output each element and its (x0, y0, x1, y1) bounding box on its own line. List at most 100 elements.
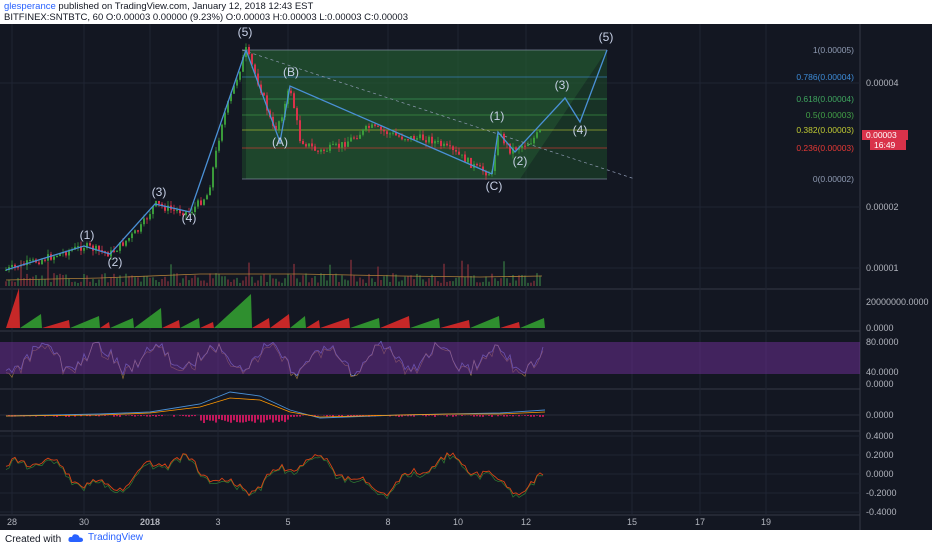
macd-histogram-bar (212, 415, 214, 421)
macd-histogram-bar (536, 415, 538, 416)
macd-histogram-bar (98, 415, 100, 417)
candle-body (518, 148, 520, 150)
macd-histogram-bar (185, 415, 187, 417)
volume-bar (539, 275, 541, 286)
volume-bar (344, 279, 346, 286)
volume-bar (134, 277, 136, 286)
candle-body (329, 144, 331, 151)
candle-body (410, 136, 412, 140)
candle-body (314, 146, 316, 151)
tradingview-brand[interactable]: TradingView (68, 532, 143, 543)
wave-label: (3) (555, 78, 570, 92)
volume-bar (311, 277, 313, 286)
volume-bar (512, 275, 514, 286)
trading-chart[interactable]: 28 30 2018 3 5 8 10 12 15 17 19 0.00004 0.00002 0.000… (0, 24, 932, 530)
candle-body (194, 206, 196, 213)
candle-body (230, 93, 232, 102)
candle-body (32, 259, 34, 261)
macd-histogram-bar (224, 415, 226, 421)
x-tick-label: 8 (385, 517, 390, 527)
candle-body (380, 126, 382, 130)
fib-level-label: 0.5(0.00003) (806, 110, 854, 120)
macd-histogram-bar (137, 415, 139, 416)
volume-bar (242, 280, 244, 286)
macd-histogram-bar (116, 415, 118, 417)
macd-histogram-bar (407, 415, 409, 417)
volume-bar (80, 281, 82, 286)
macd-histogram-bar (104, 415, 106, 416)
candle-body (521, 145, 523, 149)
fib-level-label: 1(0.00005) (813, 45, 854, 55)
candle-body (347, 141, 349, 147)
candle-body (86, 243, 88, 248)
volume-bar (527, 282, 529, 286)
candle-body (80, 246, 82, 251)
volume-bar (164, 276, 166, 286)
projected-wave-path (491, 49, 608, 175)
volume-bar (359, 277, 361, 286)
volume-bar (266, 281, 268, 286)
volume-oscillator-area (410, 318, 440, 328)
candle-body (140, 224, 142, 232)
volume-bar (116, 277, 118, 286)
candle-body (485, 171, 487, 176)
macd-histogram-bar (191, 415, 193, 417)
volume-bar (158, 282, 160, 286)
macd-histogram-bar (401, 415, 403, 417)
macd-histogram-bar (275, 415, 277, 421)
macd-histogram-bar (350, 415, 352, 417)
volume-bar (509, 282, 511, 286)
volume-bar (191, 278, 193, 286)
volume-bar (332, 274, 334, 286)
candle-body (350, 137, 352, 142)
candle-body (59, 253, 61, 256)
volume-bar (233, 279, 235, 286)
volume-oscillator-panel (6, 288, 545, 328)
candle-body (68, 250, 70, 256)
macd-histogram-bar (332, 415, 334, 417)
candle-body (344, 142, 346, 147)
volume-bar (215, 273, 217, 286)
candle-body (179, 209, 181, 214)
volume-bar (125, 273, 127, 286)
candle-body (353, 137, 355, 139)
author-link[interactable]: glesperance (4, 1, 56, 12)
volume-bar (491, 273, 493, 286)
macd-histogram-bar (500, 415, 502, 416)
macd-histogram-bar (65, 415, 67, 417)
candle-body (362, 129, 364, 135)
macd-histogram-bar (410, 415, 412, 417)
volume-bar (290, 274, 292, 286)
candle-body (413, 136, 415, 140)
volume-bar (335, 273, 337, 286)
volume-bar (140, 281, 142, 286)
macd-histogram-bar (284, 415, 286, 423)
macd-histogram-bar (230, 415, 232, 423)
volume-bar (14, 282, 16, 286)
candle-body (65, 252, 67, 256)
macd-histogram-bar (476, 415, 478, 417)
volume-bar (146, 276, 148, 286)
candle-body (137, 230, 139, 232)
candle-body (311, 143, 313, 147)
volume-oscillator-area (162, 320, 180, 328)
macd-histogram-bar (218, 415, 220, 420)
macd-histogram-bar (296, 415, 298, 417)
macd-histogram-bar (461, 415, 463, 416)
macd-histogram-bar (203, 415, 205, 423)
volume-bar (68, 278, 70, 286)
fib-level-label: 0.618(0.00004) (796, 94, 854, 104)
wave-label: (4) (182, 211, 197, 225)
volume-bar (470, 275, 472, 286)
candle-body (197, 200, 199, 207)
candle-body (299, 120, 301, 142)
volume-bar (29, 278, 31, 286)
y-tick-label: 80.0000 (866, 337, 899, 347)
volume-bar (521, 274, 523, 286)
volume-bar (260, 275, 262, 286)
candle-body (461, 154, 463, 156)
macd-histogram-bar (149, 415, 151, 417)
candle-body (494, 155, 496, 172)
y-tick-label: 0.00002 (866, 202, 899, 212)
volume-bar (131, 275, 133, 286)
